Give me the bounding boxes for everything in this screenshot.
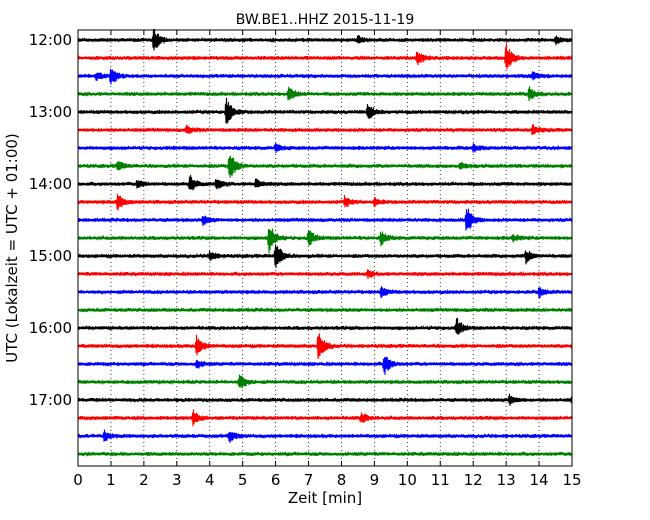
seismic-trace: [77, 228, 573, 254]
y-axis-label: UTC (Lokalzeit = UTC + 01:00): [3, 133, 21, 363]
seismic-trace: [77, 86, 573, 102]
x-tick-label: 14: [530, 471, 549, 489]
seismic-trace: [77, 317, 573, 335]
x-tick-label: 11: [431, 471, 450, 489]
seismic-trace: [77, 450, 573, 458]
seismic-trace: [77, 393, 573, 406]
x-tick-label: 3: [172, 471, 182, 489]
vertical-grid-lines: [110, 30, 540, 466]
seismic-trace: [77, 155, 573, 178]
x-tick-label: 4: [205, 471, 215, 489]
seismic-trace: [77, 193, 573, 211]
seismic-trace: [77, 68, 573, 85]
seismic-trace: [77, 244, 573, 268]
plot-frame: [77, 29, 573, 467]
seismic-trace: [77, 333, 573, 360]
seismic-trace: [77, 429, 573, 443]
x-tick-label: 2: [139, 471, 149, 489]
x-tick-label: 13: [497, 471, 516, 489]
seismic-trace: [77, 356, 573, 376]
seismic-trace: [77, 174, 573, 191]
y-tick-label: 15:00: [29, 247, 72, 265]
x-tick-label: 10: [398, 471, 417, 489]
y-tick-label: 14:00: [29, 175, 72, 193]
y-tick-label: 12:00: [29, 31, 72, 49]
seismic-trace: [77, 28, 573, 51]
seismic-trace: [77, 286, 573, 299]
x-tick-label: 9: [370, 471, 380, 489]
seismic-trace: [77, 306, 573, 314]
y-tick-label: 16:00: [29, 319, 72, 337]
x-tick-label: 6: [271, 471, 281, 489]
x-tick-label: 1: [106, 471, 116, 489]
seismic-trace: [77, 43, 573, 70]
x-axis-label: Zeit [min]: [288, 489, 362, 507]
chart-title: BW.BE1..HHZ 2015-11-19: [236, 12, 415, 28]
seismic-trace: [77, 143, 573, 154]
y-tick-label: 13:00: [29, 103, 72, 121]
x-tick-label: 12: [464, 471, 483, 489]
x-tick-label: 0: [73, 471, 83, 489]
seismic-trace: [77, 124, 573, 136]
trace-group: [77, 28, 573, 458]
x-tick-label: 15: [562, 471, 581, 489]
x-tick-label: 5: [238, 471, 248, 489]
seismic-trace: [77, 409, 573, 427]
seismic-trace: [77, 374, 573, 389]
seismic-trace: [77, 208, 573, 231]
seismic-trace: [77, 97, 573, 124]
seismic-trace: [77, 269, 573, 280]
x-axis-ticks: 0 1 2 3 4 5 6 7 8 9 10 11 12 13 14 15: [73, 30, 582, 489]
y-tick-label: 17:00: [29, 391, 72, 409]
y-axis-ticks: 12:00 13:00 14:00 15:00 16:00 17:00: [29, 31, 572, 409]
x-tick-label: 8: [337, 471, 347, 489]
x-tick-label: 7: [304, 471, 314, 489]
